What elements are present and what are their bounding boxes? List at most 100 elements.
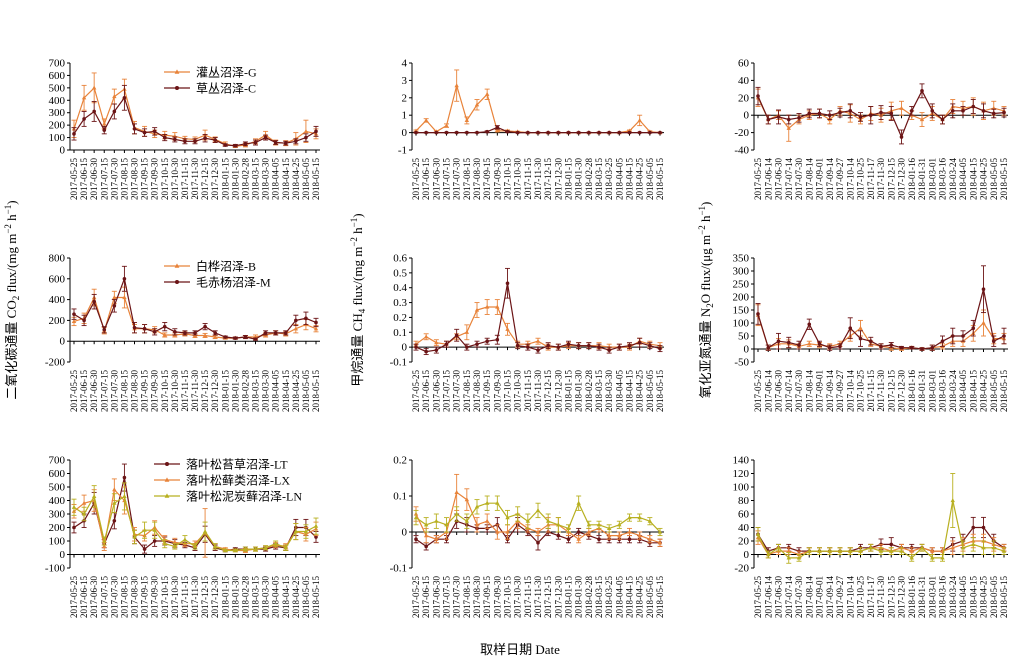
data-point (464, 118, 470, 123)
y-tick-label: 0 (60, 549, 66, 561)
series-2 (71, 84, 319, 148)
x-tick-label: 2018-03-15 (594, 576, 604, 618)
data-point (586, 529, 592, 534)
data-point (434, 340, 439, 345)
x-tick-label: 2018-03-30 (261, 576, 271, 618)
data-point (535, 338, 541, 343)
data-point (192, 544, 198, 548)
x-tick-label: 2018-03-15 (251, 576, 261, 618)
x-tick-label: 2017-06-30 (774, 370, 784, 412)
data-point (566, 526, 571, 530)
data-point (162, 135, 167, 140)
x-tick-label: 2017-06-15 (421, 370, 431, 412)
x-tick-label: 2018-04-25 (635, 370, 645, 412)
x-tick-label: 2018-03-25 (604, 576, 614, 618)
x-tick-label: 2018-03-16 (938, 370, 948, 412)
data-point (879, 110, 883, 115)
data-point (213, 331, 217, 335)
data-point (576, 343, 581, 348)
y-tick-label: 700 (49, 58, 66, 70)
y-tick-label: -40 (734, 145, 749, 157)
y-tick-label: 0 (744, 549, 750, 561)
y-tick-label: 3 (402, 75, 408, 87)
x-tick-label: 2018-05-05 (301, 158, 311, 200)
x-tick-label: 2018-03-15 (251, 370, 261, 412)
data-point (991, 545, 996, 550)
data-point (515, 511, 520, 516)
data-point (786, 340, 791, 345)
data-point (889, 343, 894, 347)
y-tick-label: -20 (734, 127, 749, 139)
x-tick-label: 2017-12-15 (886, 576, 896, 618)
data-point (82, 318, 86, 323)
data-point (152, 129, 157, 134)
data-point (657, 540, 663, 545)
data-point (424, 349, 428, 354)
data-point (587, 130, 591, 135)
data-point (786, 548, 791, 553)
x-tick-label: 2018-01-30 (574, 158, 584, 200)
x-tick-label: 2017-12-30 (897, 158, 907, 200)
y-tick-label: 350 (733, 253, 750, 265)
x-tick-label: 2017-09-14 (825, 158, 835, 200)
data-point (920, 347, 924, 351)
x-tick-label: 2017-05-25 (411, 158, 421, 200)
data-point (273, 541, 278, 546)
legend-swatch-marker (175, 86, 179, 90)
data-point (637, 533, 642, 538)
data-point (648, 343, 652, 348)
data-point (112, 304, 117, 308)
x-tick-label: 2017-06-15 (421, 158, 431, 200)
data-point (909, 555, 914, 560)
data-point (827, 548, 832, 553)
data-point (82, 117, 86, 121)
x-tick-label: 2018-01-15 (220, 370, 230, 412)
x-tick-label: 2017-11-17 (866, 576, 876, 618)
legend-swatch-marker (164, 493, 170, 498)
data-point (756, 94, 760, 98)
y-tick-label: 150 (733, 305, 750, 317)
x-tick-label: 2017-10-15 (160, 370, 170, 412)
data-point (566, 130, 571, 135)
x-tick-label: 2017-06-30 (89, 370, 99, 412)
x-tick-label: 2017-08-30 (130, 158, 140, 200)
x-tick-label: 2017-07-14 (784, 576, 794, 618)
x-tick-label: 2018-03-01 (927, 158, 937, 200)
x-tick-label: 2017-09-30 (492, 370, 502, 412)
x-tick-label: 2018-05-15 (655, 576, 665, 618)
data-point (981, 545, 986, 550)
data-point (474, 504, 480, 509)
x-tick-label: 2017-09-30 (150, 576, 160, 618)
data-point (132, 534, 137, 539)
data-point (950, 545, 955, 550)
x-tick-label: 2017-09-15 (482, 158, 492, 200)
x-tick-label: 2018-01-15 (564, 576, 574, 618)
data-point (536, 130, 540, 135)
data-point (132, 127, 137, 131)
x-tick-label: 2018-04-05 (271, 576, 281, 618)
y-tick-label: -50 (734, 357, 749, 369)
x-tick-label: 2017-08-14 (804, 370, 814, 412)
data-point (786, 117, 791, 122)
x-tick-label: 2017-07-30 (794, 158, 804, 200)
data-point (899, 105, 904, 110)
x-tick-label: 2018-04-15 (281, 370, 291, 412)
x-tick-label: 2018-05-05 (301, 370, 311, 412)
x-tick-label: 2017-05-25 (69, 158, 79, 200)
data-point (796, 555, 802, 560)
y-tick-label: 0.1 (393, 491, 407, 503)
data-point (817, 342, 822, 346)
data-point (484, 91, 490, 96)
x-tick-label: 2017-11-15 (180, 370, 190, 412)
data-point (142, 326, 147, 331)
x-tick-label: 2018-03-16 (938, 158, 948, 200)
data-point (597, 345, 601, 349)
x-tick-label: 2017-05-25 (69, 576, 79, 618)
x-tick-label: 2017-09-14 (825, 576, 835, 618)
x-tick-label: 2017-07-15 (99, 576, 109, 618)
y-tick-label: -0.1 (390, 357, 407, 369)
x-tick-label: 2017-08-15 (462, 158, 472, 200)
data-point (71, 319, 77, 324)
